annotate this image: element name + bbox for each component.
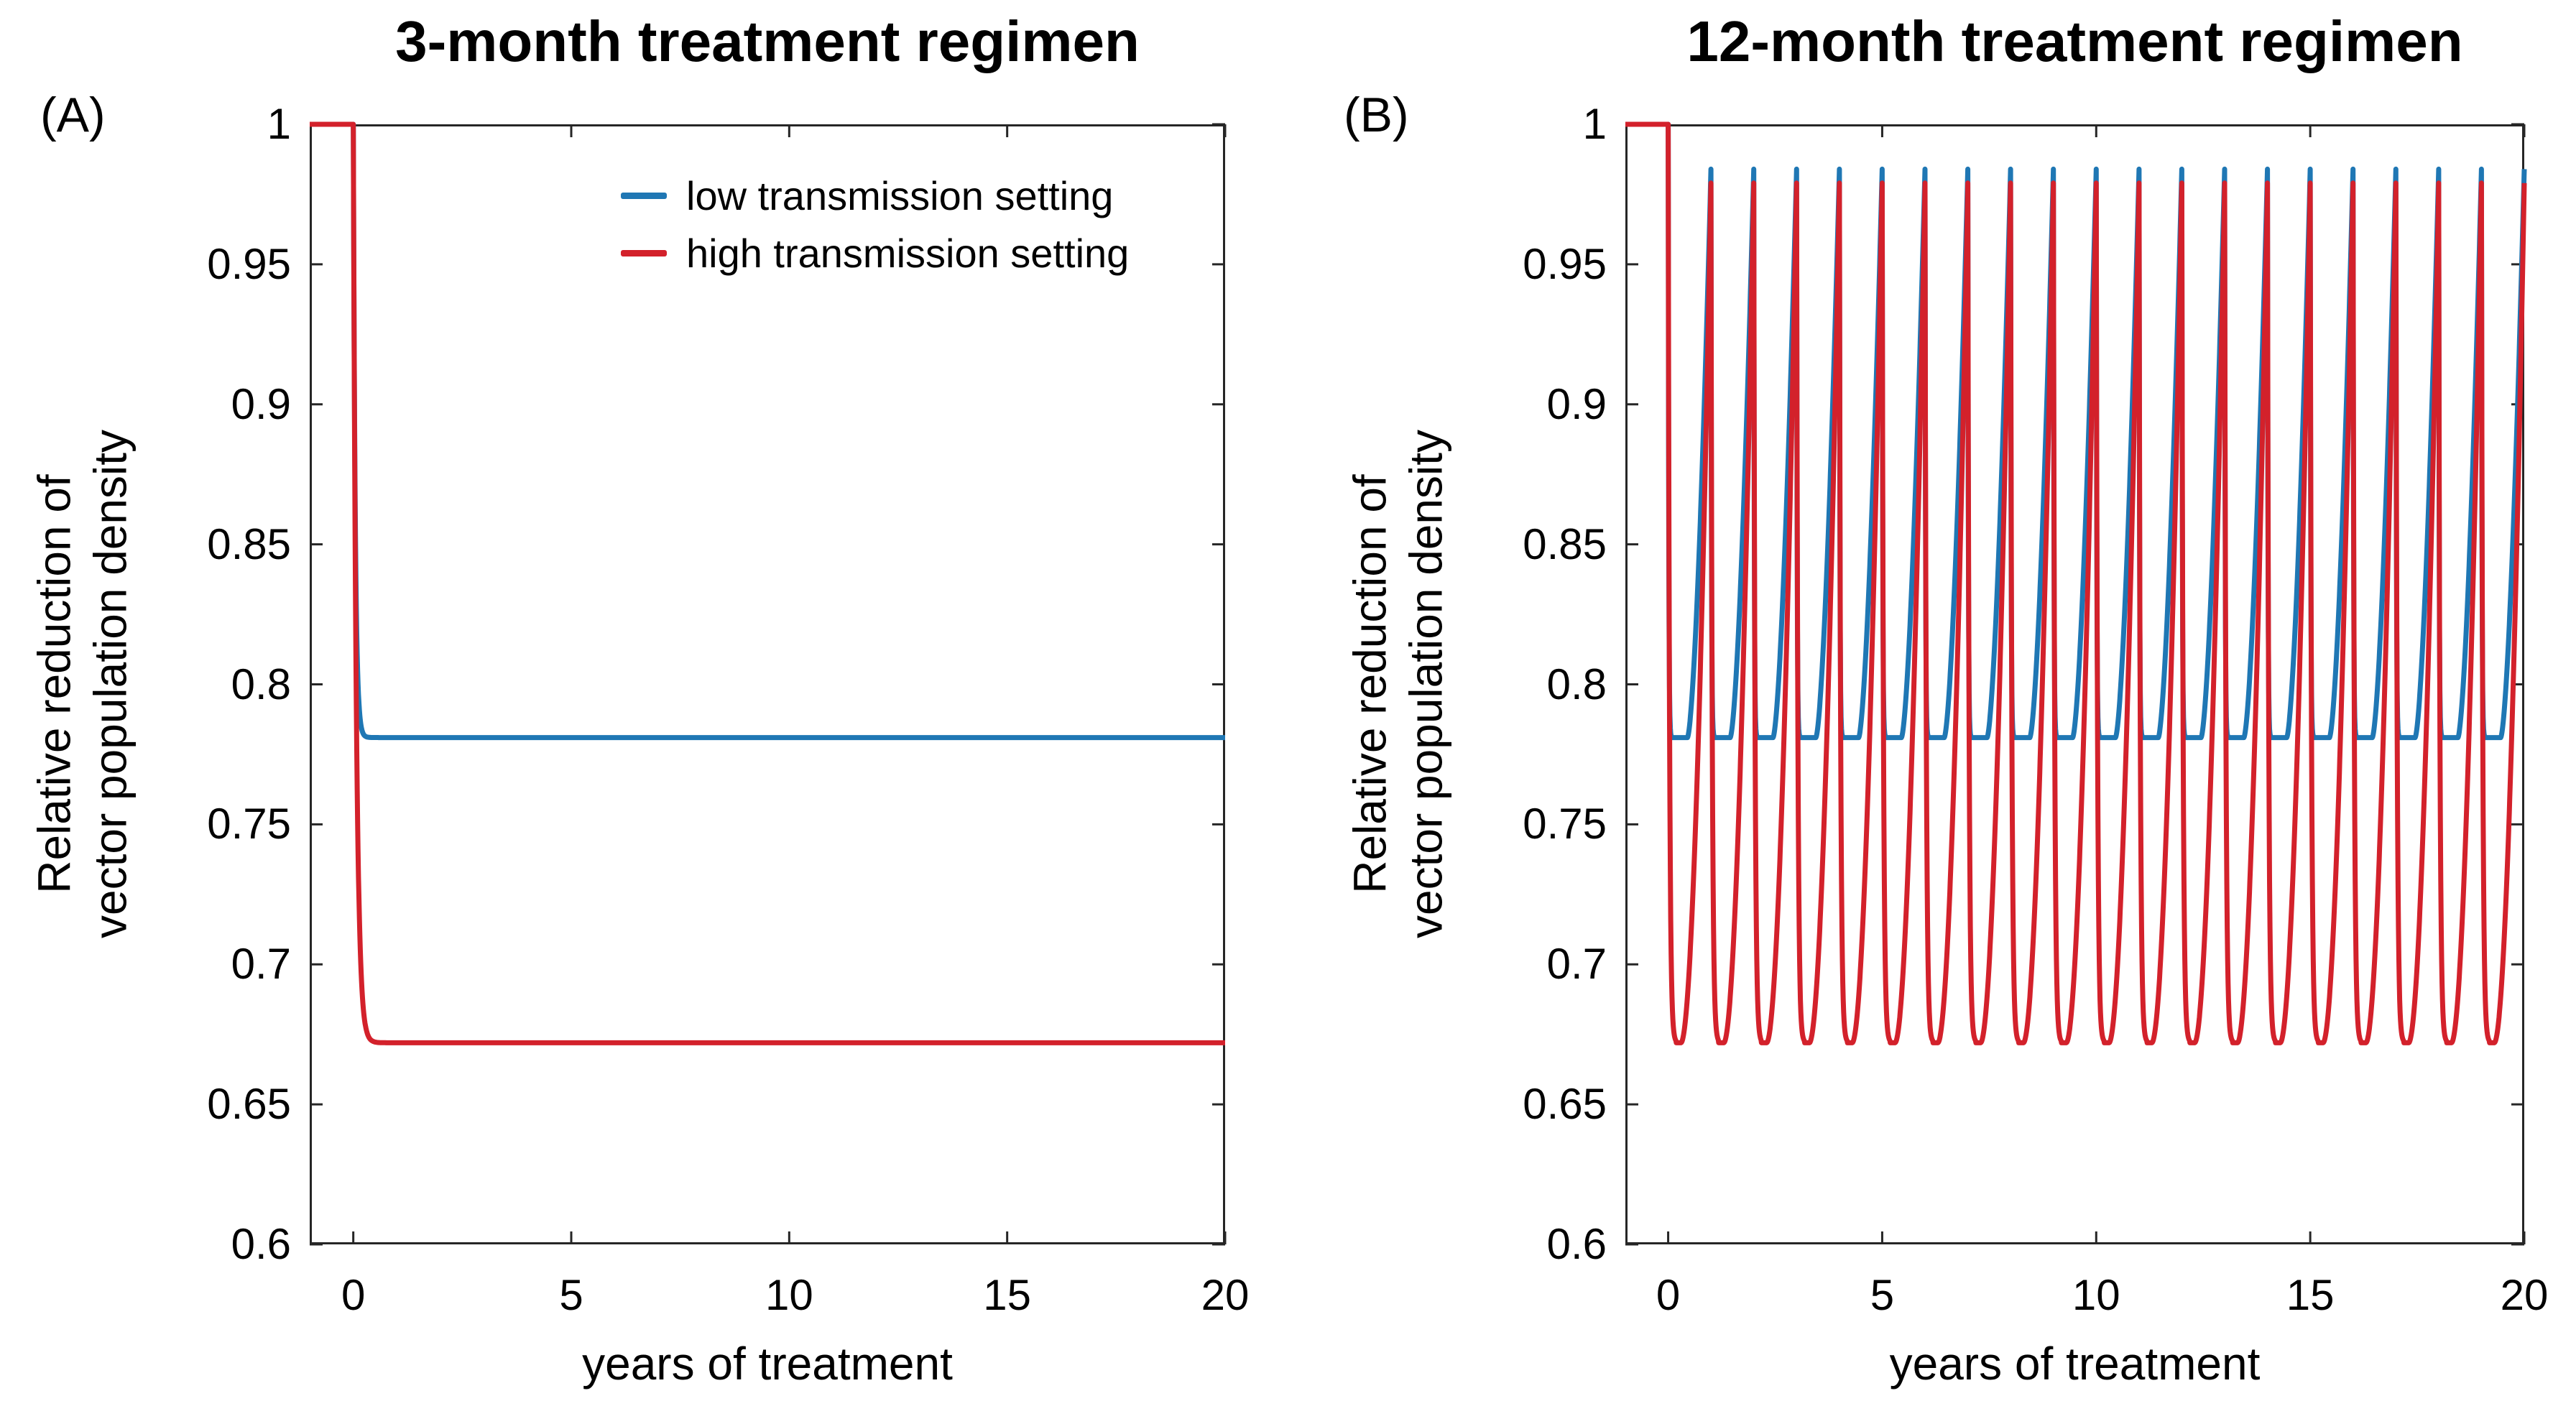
panel-a-ylabel: Relative reduction of vector population … xyxy=(27,124,139,1244)
legend-swatch-high-transmission xyxy=(621,250,667,256)
y-tick-label: 0.6 xyxy=(231,1220,291,1268)
y-tick-label: 0.75 xyxy=(207,800,291,849)
x-tick-label: 5 xyxy=(559,1271,583,1319)
panel-a-letter: (A) xyxy=(40,88,106,142)
axes-box xyxy=(1625,124,2524,1244)
series-curve-high-transmission xyxy=(308,121,1227,1045)
panel-b-ylabel: Relative reduction of vector population … xyxy=(1342,124,1454,1244)
y-tick-label: 0.8 xyxy=(1546,660,1607,708)
y-tick-label: 0.8 xyxy=(231,660,291,708)
legend-label-low-transmission: low transmission setting xyxy=(686,173,1114,218)
y-tick-label: 0.6 xyxy=(1546,1220,1607,1268)
panel-a-ylabel-line1: Relative reduction of xyxy=(28,474,80,894)
panel-a-xlabel: years of treatment xyxy=(582,1338,953,1390)
axes-box xyxy=(310,124,1225,1244)
panel-b-xlabel: years of treatment xyxy=(1889,1338,2261,1390)
series-curve-low-transmission xyxy=(308,121,1227,741)
y-tick-label: 0.65 xyxy=(207,1080,291,1129)
y-tick-label: 0.85 xyxy=(207,519,291,568)
panel-b-ylabel-line2: vector population density xyxy=(1400,430,1452,938)
panel-b-title: 12-month treatment regimen xyxy=(1686,9,2463,73)
series-curve-low-transmission xyxy=(1623,121,2527,741)
x-tick-label: 10 xyxy=(765,1271,813,1319)
y-tick-label: 0.85 xyxy=(1523,519,1607,568)
panel-a-ylabel-line2: vector population density xyxy=(84,430,137,938)
x-tick-label: 10 xyxy=(2072,1271,2120,1319)
legend-label-high-transmission: high transmission setting xyxy=(686,231,1130,276)
y-tick-label: 0.7 xyxy=(231,940,291,989)
panel-b-letter: (B) xyxy=(1344,88,1409,142)
x-tick-label: 20 xyxy=(2500,1271,2549,1319)
y-tick-label: 0.75 xyxy=(1523,800,1607,849)
y-tick-label: 1 xyxy=(267,100,291,148)
x-tick-label: 0 xyxy=(341,1271,366,1319)
x-tick-label: 15 xyxy=(983,1271,1032,1319)
panel-a-plot-area xyxy=(308,121,1227,1246)
x-tick-label: 5 xyxy=(1870,1271,1895,1319)
panel-b-ylabel-line1: Relative reduction of xyxy=(1344,474,1396,894)
y-tick-label: 0.95 xyxy=(207,239,291,288)
y-tick-label: 0.9 xyxy=(1546,379,1607,428)
y-tick-label: 0.65 xyxy=(1523,1080,1607,1129)
legend-swatch-low-transmission xyxy=(621,193,667,199)
panel-a-title: 3-month treatment regimen xyxy=(395,9,1140,73)
x-tick-label: 15 xyxy=(2286,1271,2335,1319)
y-tick-label: 0.9 xyxy=(231,379,291,428)
y-tick-label: 0.7 xyxy=(1546,940,1607,989)
x-tick-label: 0 xyxy=(1656,1271,1681,1319)
series-curve-high-transmission xyxy=(1623,121,2527,1045)
x-tick-label: 20 xyxy=(1201,1271,1250,1319)
y-tick-label: 1 xyxy=(1582,100,1607,148)
y-tick-label: 0.95 xyxy=(1523,239,1607,288)
panel-b-plot-area xyxy=(1623,121,2527,1246)
